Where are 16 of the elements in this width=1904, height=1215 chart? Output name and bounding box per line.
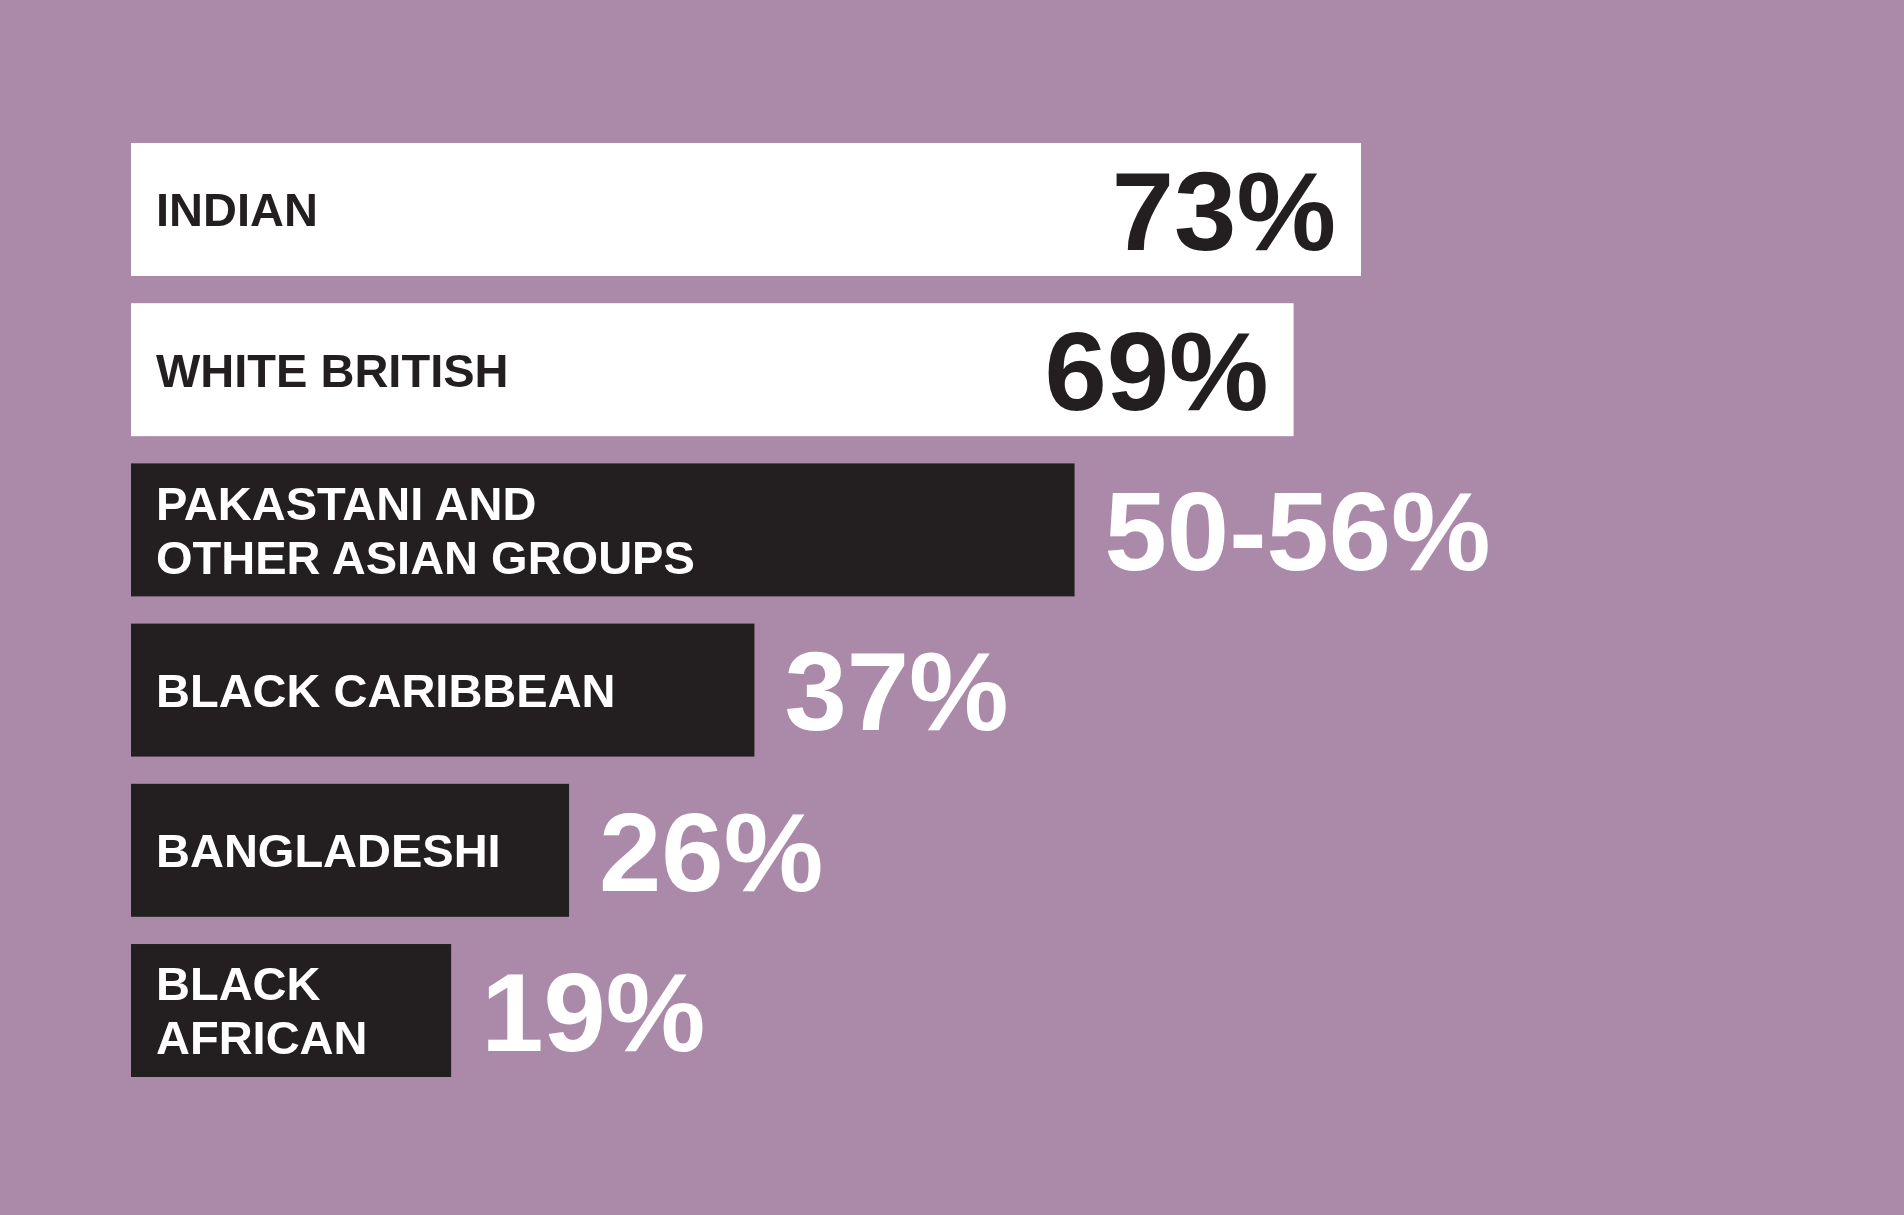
y-tick-label: INDIAN	[156, 183, 318, 237]
bar	[131, 303, 1294, 437]
annotation: 50-56%	[1104, 469, 1491, 595]
y-tick-label: WHITE BRITISH	[156, 343, 509, 397]
data-label: 69%	[1044, 309, 1269, 435]
bar	[131, 623, 755, 757]
bar	[131, 783, 570, 917]
y-tick-label: BLACK CARIBBEAN	[156, 664, 616, 718]
data-label: 73%	[1111, 148, 1336, 274]
y-tick-label: BANGLADESHI	[156, 824, 501, 878]
data-label: 19%	[481, 949, 706, 1075]
bar	[131, 143, 1361, 276]
data-label: 37%	[784, 629, 1009, 755]
data-label: 26%	[599, 789, 824, 915]
y-tick-label: BLACK AFRICAN	[156, 957, 368, 1065]
y-tick-label: PAKASTANI AND OTHER ASIAN GROUPS	[156, 476, 695, 584]
